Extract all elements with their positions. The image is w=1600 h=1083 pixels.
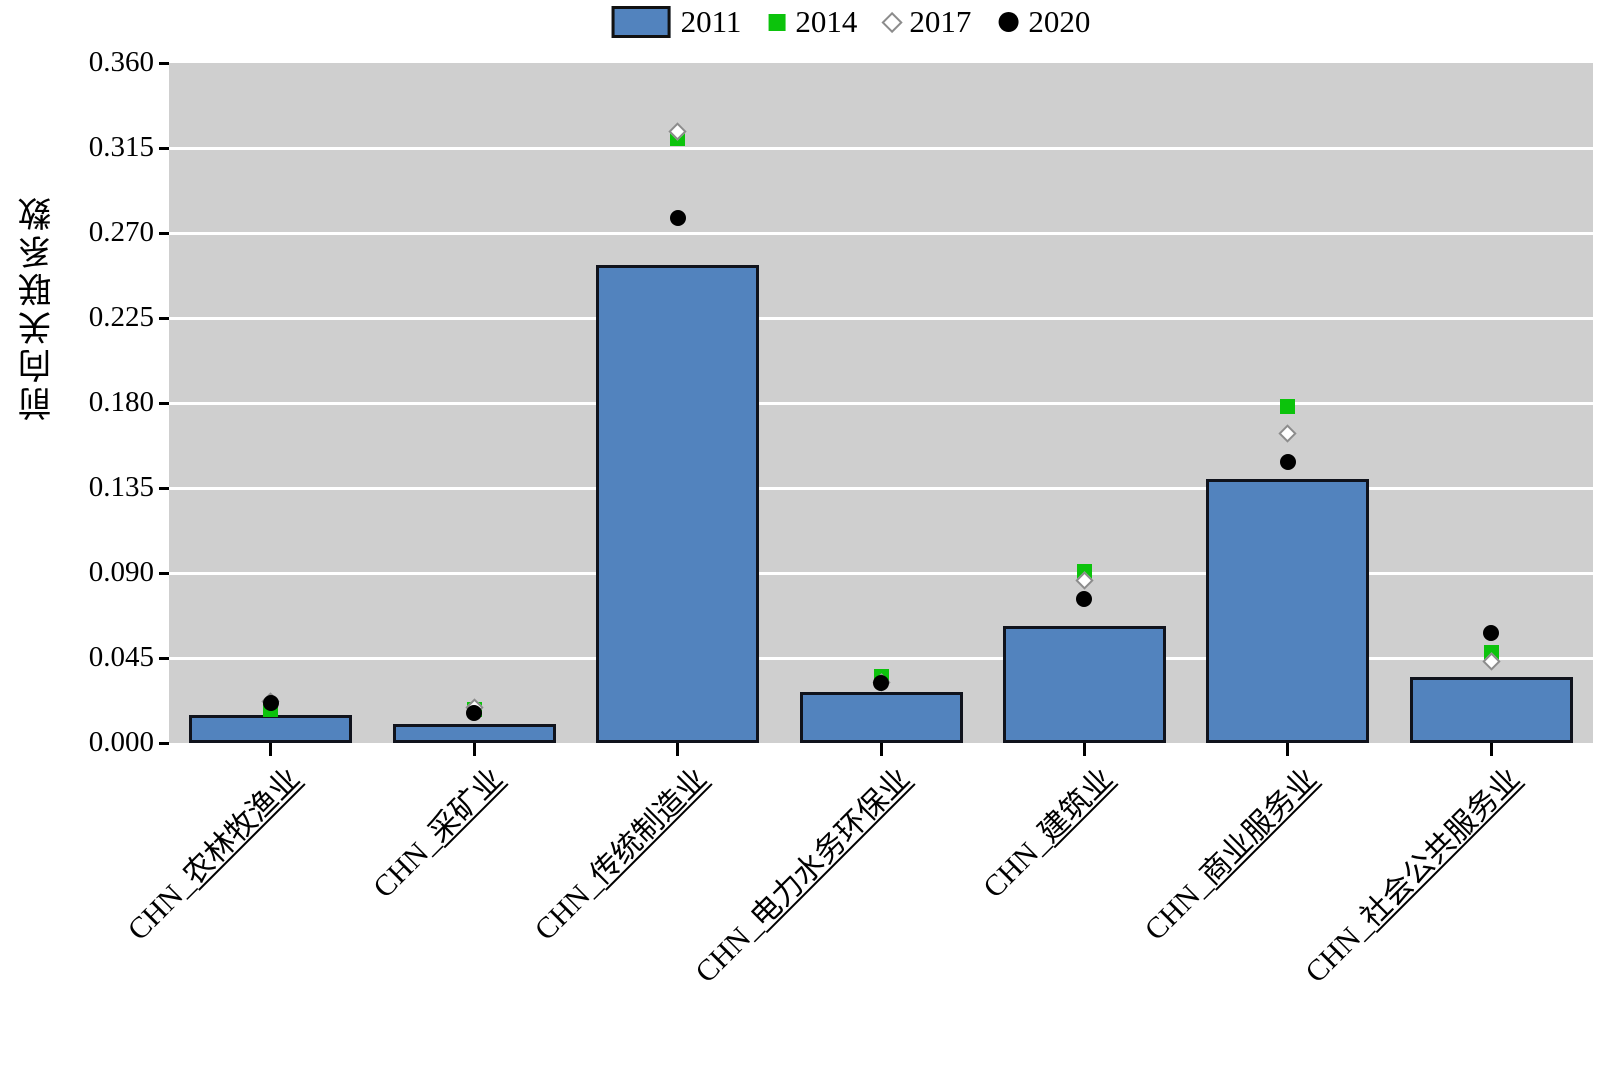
gridline-0.180: [169, 401, 1593, 405]
gridline-0.225: [169, 316, 1593, 320]
y-axis-tick: [159, 486, 169, 490]
bar-2011-CHN_电力水务环保业: [799, 692, 963, 743]
legend-item-2020: 2020: [998, 2, 1090, 42]
diamond-swatch-icon: [881, 11, 903, 33]
marker-diamond-2017-CHN_商业服务业: [1278, 424, 1298, 443]
legend: 2011 2014 2017 2020: [611, 2, 1090, 42]
x-axis-tick: [1082, 743, 1086, 756]
bar-swatch-icon: [611, 6, 671, 38]
y-axis-tick: [159, 61, 169, 65]
x-label-name: 建筑业: [1032, 762, 1120, 849]
legend-label: 2014: [795, 4, 858, 39]
legend-item-2014: 2014: [768, 2, 857, 42]
y-axis-tick: [159, 741, 169, 745]
bar-2011-CHN_传统制造业: [596, 265, 760, 743]
y-axis-tick: [159, 401, 169, 405]
gridline-0.315: [169, 146, 1593, 150]
legend-item-2017: 2017: [881, 2, 972, 42]
x-label-name: 传统制造业: [583, 762, 713, 892]
y-axis-tick: [159, 146, 169, 150]
marker-circle-2020-CHN_采矿业: [466, 704, 483, 721]
gridline-0.090: [169, 571, 1593, 575]
x-axis-tick: [472, 743, 476, 756]
marker-circle-2020-CHN_商业服务业: [1279, 453, 1296, 470]
y-axis-tick: [159, 656, 169, 660]
marker-circle-2020-CHN_电力水务环保业: [873, 674, 889, 691]
x-label-name: 社会公共服务业: [1354, 762, 1527, 934]
y-tick-label-0.360: 0.360: [88, 46, 154, 78]
y-tick-label-0.180: 0.180: [88, 386, 154, 418]
x-axis-tick: [879, 743, 883, 756]
y-tick-label-0.045: 0.045: [88, 641, 154, 673]
y-axis-tick: [159, 571, 169, 575]
bar-2011-CHN_社会公共服务业: [1409, 676, 1573, 743]
x-axis-tick: [1286, 743, 1290, 756]
plot-area: [169, 63, 1593, 743]
y-tick-label-0.090: 0.090: [88, 556, 154, 588]
square-swatch-icon: [768, 13, 786, 31]
gridline-0.135: [169, 486, 1593, 490]
x-axis-tick: [269, 743, 273, 756]
gridline-0.270: [169, 231, 1593, 235]
bar-2011-CHN_商业服务业: [1206, 478, 1370, 743]
marker-circle-2020-CHN_建筑业: [1076, 591, 1093, 608]
marker-circle-2020-CHN_传统制造业: [669, 209, 686, 226]
marker-circle-2020-CHN_农林牧渔业: [262, 695, 279, 712]
y-axis-tick: [159, 231, 169, 235]
y-tick-label-0.135: 0.135: [88, 471, 154, 503]
forward-linkage-chart: 2011 2014 2017 2020 前向关联系数 0.000 0.045 0.090 0…: [20, 2, 1593, 989]
x-label-name: 农林牧渔业: [176, 762, 307, 892]
circle-swatch-icon: [998, 12, 1019, 32]
y-axis-tick: [159, 316, 169, 320]
y-tick-label-0.000: 0.000: [88, 726, 154, 758]
gridline-0.045: [169, 656, 1593, 660]
x-label-name: 采矿业: [422, 762, 510, 849]
y-tick-label-0.315: 0.315: [88, 131, 154, 163]
bar-2011-CHN_建筑业: [1002, 625, 1166, 743]
marker-square-2014-CHN_商业服务业: [1280, 399, 1296, 415]
legend-label: 2011: [680, 4, 742, 39]
x-label-name: 商业服务业: [1193, 762, 1324, 892]
x-axis-tick: [1489, 743, 1493, 756]
y-tick-label-0.270: 0.270: [88, 216, 154, 248]
legend-label: 2020: [1028, 4, 1091, 39]
legend-item-2011: 2011: [611, 2, 742, 42]
legend-label: 2017: [909, 4, 972, 39]
x-label-name: 电力水务环保业: [744, 762, 917, 934]
x-axis-tick: [676, 743, 680, 756]
bar-2011-CHN_农林牧渔业: [189, 714, 353, 743]
marker-circle-2020-CHN_社会公共服务业: [1483, 625, 1500, 642]
bar-2011-CHN_采矿业: [392, 724, 556, 743]
y-tick-label-0.225: 0.225: [88, 301, 154, 333]
